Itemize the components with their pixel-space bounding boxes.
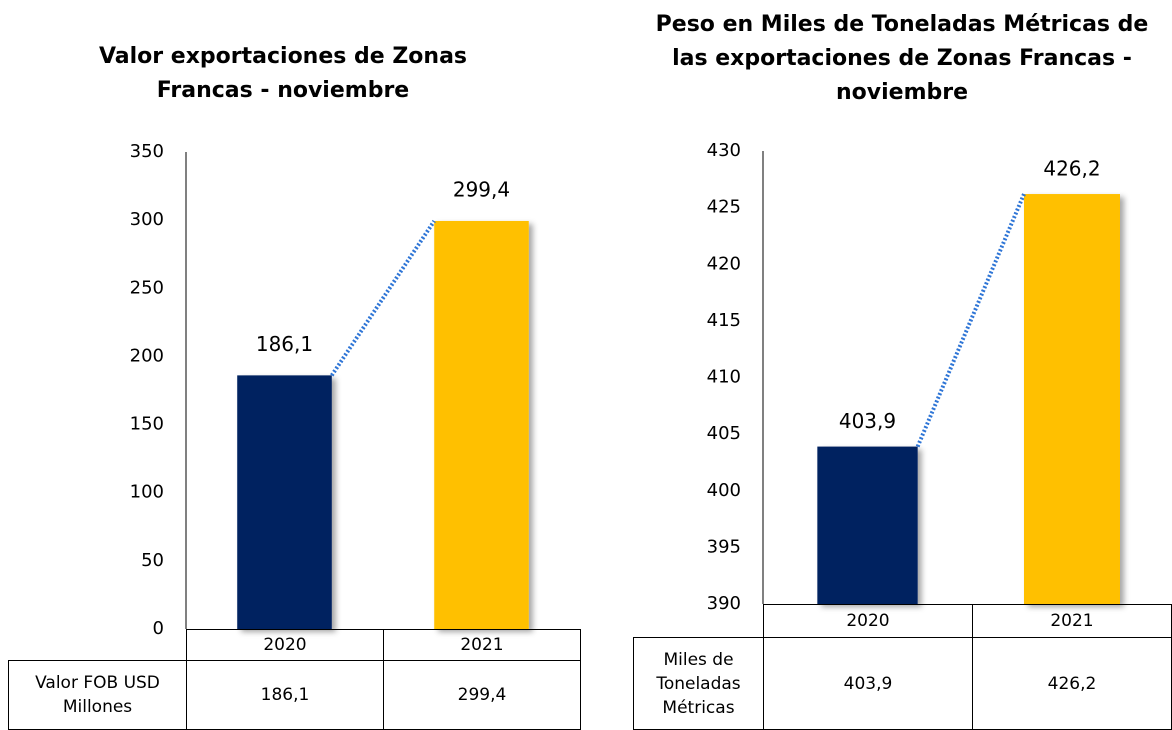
data-label: 426,2 — [1043, 157, 1100, 181]
data-label: 403,9 — [839, 409, 896, 433]
connector-line — [915, 193, 1026, 448]
y-tick-label: 405 — [707, 423, 741, 444]
y-tick-label: 150 — [130, 414, 164, 435]
table-value: 426,2 — [972, 637, 1172, 730]
y-tick-label: 100 — [130, 482, 164, 503]
y-tick-label: 50 — [141, 550, 164, 571]
data-label: 299,4 — [453, 177, 510, 201]
table-category: 2020 — [186, 629, 384, 661]
chart-title: Valor exportaciones de Zonas Francas - n… — [98, 44, 468, 103]
bar — [434, 220, 529, 629]
table-row-header: Miles de Toneladas Métricas — [633, 637, 764, 730]
chart-title: Peso en Miles de Toneladas Métricas de l… — [655, 12, 1149, 105]
y-tick-label: 250 — [130, 277, 164, 298]
y-tick-label: 0 — [153, 618, 164, 639]
table-value: 186,1 — [186, 660, 384, 730]
bar — [1024, 194, 1120, 604]
y-tick-label: 395 — [707, 536, 741, 557]
table-value: 299,4 — [383, 660, 581, 730]
y-tick-label: 420 — [707, 253, 741, 274]
table-row-header: Valor FOB USD Millones — [8, 660, 187, 730]
data-label: 186,1 — [256, 332, 313, 356]
table-category: 2021 — [972, 604, 1172, 638]
y-tick-label: 300 — [130, 209, 164, 230]
y-tick-label: 425 — [707, 197, 741, 218]
y-tick-label: 430 — [707, 140, 741, 161]
y-tick-label: 400 — [707, 480, 741, 501]
y-tick-label: 415 — [707, 310, 741, 331]
y-tick-label: 350 — [130, 141, 164, 162]
y-tick-label: 410 — [707, 367, 741, 388]
table-value: 403,9 — [763, 637, 973, 730]
table-category: 2020 — [763, 604, 973, 638]
y-tick-label: 390 — [707, 593, 741, 614]
y-tick-label: 200 — [130, 345, 164, 366]
connector-line — [330, 219, 436, 377]
bar — [817, 446, 918, 604]
bar — [237, 375, 332, 629]
table-category: 2021 — [383, 629, 581, 661]
